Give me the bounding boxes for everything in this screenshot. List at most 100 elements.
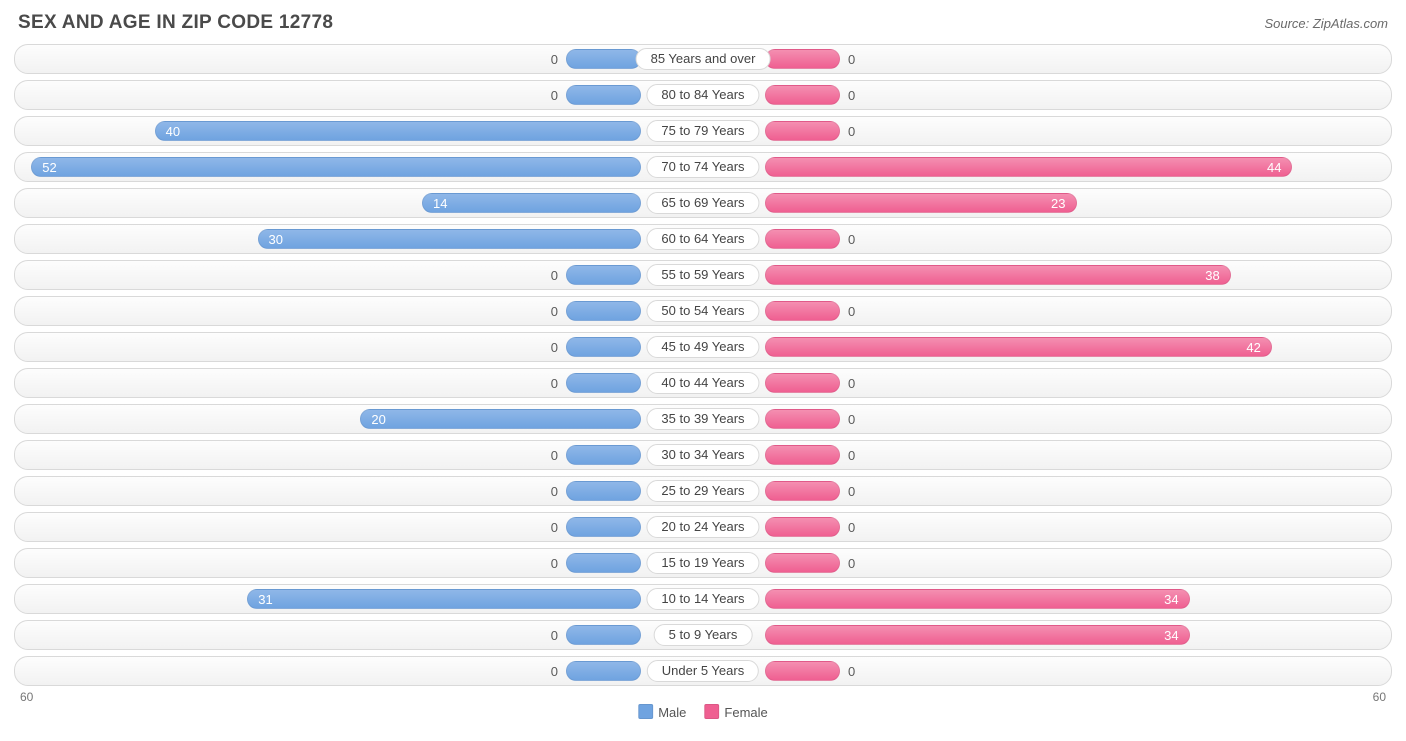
female-bar (765, 481, 840, 501)
male-half: 20 (15, 405, 703, 433)
female-bar (765, 373, 840, 393)
female-value: 0 (840, 448, 863, 463)
population-pyramid: 0085 Years and over0080 to 84 Years40075… (14, 44, 1392, 686)
female-swatch (704, 704, 719, 719)
male-bar: 52 (31, 157, 641, 177)
male-value: 31 (258, 592, 272, 607)
female-bar (765, 121, 840, 141)
female-half: 0 (703, 225, 1391, 253)
female-half: 42 (703, 333, 1391, 361)
male-value: 0 (543, 520, 566, 535)
chart-title: SEX AND AGE IN ZIP CODE 12778 (18, 12, 333, 34)
chart-header: SEX AND AGE IN ZIP CODE 12778 Source: Zi… (14, 12, 1392, 44)
female-value: 0 (840, 232, 863, 247)
female-value: 0 (840, 52, 863, 67)
male-half: 40 (15, 117, 703, 145)
male-bar: 14 (422, 193, 641, 213)
male-value: 0 (543, 376, 566, 391)
age-row: 30 0 60 to 64 Years (14, 224, 1392, 254)
age-group-label: 85 Years and over (636, 48, 771, 70)
female-half: 0 (703, 441, 1391, 469)
male-half: 0 (15, 297, 703, 325)
female-half: 44 (703, 153, 1391, 181)
age-group-label: 30 to 34 Years (646, 444, 759, 466)
male-half: 52 (15, 153, 703, 181)
male-bar (566, 301, 641, 321)
male-value: 0 (543, 268, 566, 283)
age-group-label: 20 to 24 Years (646, 516, 759, 538)
male-half: 0 (15, 369, 703, 397)
male-bar (566, 337, 641, 357)
female-bar: 34 (765, 589, 1190, 609)
age-group-label: 55 to 59 Years (646, 264, 759, 286)
female-bar (765, 661, 840, 681)
age-row: 0345 to 9 Years (14, 620, 1392, 650)
age-group-label: 40 to 44 Years (646, 372, 759, 394)
male-bar: 30 (258, 229, 642, 249)
female-bar: 44 (765, 157, 1292, 177)
axis-right-max: 60 (1373, 690, 1386, 704)
female-bar (765, 517, 840, 537)
legend-female-label: Female (724, 705, 767, 720)
chart-footer: 60 60 Male Female (14, 690, 1392, 710)
age-row: 0040 to 44 Years (14, 368, 1392, 398)
age-row: 0085 Years and over (14, 44, 1392, 74)
axis-labels: 60 60 (14, 690, 1392, 704)
female-half: 0 (703, 45, 1391, 73)
male-value: 0 (543, 628, 566, 643)
age-group-label: 10 to 14 Years (646, 588, 759, 610)
male-swatch (638, 704, 653, 719)
female-half: 38 (703, 261, 1391, 289)
age-row: 142365 to 69 Years (14, 188, 1392, 218)
male-value: 0 (543, 340, 566, 355)
male-bar (566, 553, 641, 573)
female-bar (765, 85, 840, 105)
age-group-label: 45 to 49 Years (646, 336, 759, 358)
male-bar (566, 445, 641, 465)
age-group-label: 25 to 29 Years (646, 480, 759, 502)
age-group-label: 80 to 84 Years (646, 84, 759, 106)
male-value: 14 (433, 196, 447, 211)
male-half: 30 (15, 225, 703, 253)
female-value: 0 (840, 412, 863, 427)
legend: Male Female (638, 704, 768, 720)
male-half: 0 (15, 477, 703, 505)
female-bar (765, 301, 840, 321)
female-value: 0 (840, 556, 863, 571)
age-group-label: 60 to 64 Years (646, 228, 759, 250)
female-half: 0 (703, 549, 1391, 577)
male-value: 0 (543, 448, 566, 463)
female-half: 34 (703, 621, 1391, 649)
male-half: 0 (15, 261, 703, 289)
legend-female: Female (704, 704, 767, 720)
female-bar: 23 (765, 193, 1077, 213)
male-half: 31 (15, 585, 703, 613)
male-value: 40 (166, 124, 180, 139)
age-row: 0 0 30 to 34 Years (14, 440, 1392, 470)
age-group-label: 70 to 74 Years (646, 156, 759, 178)
female-value: 0 (840, 124, 863, 139)
age-row: 40075 to 79 Years (14, 116, 1392, 146)
male-bar: 40 (155, 121, 641, 141)
female-half: 34 (703, 585, 1391, 613)
male-half: 0 (15, 333, 703, 361)
female-half: 0 (703, 297, 1391, 325)
female-value: 42 (1246, 340, 1260, 355)
female-bar: 42 (765, 337, 1272, 357)
male-bar (566, 517, 641, 537)
male-half: 0 (15, 45, 703, 73)
age-row: 0080 to 84 Years (14, 80, 1392, 110)
age-group-label: Under 5 Years (647, 660, 759, 682)
male-half: 0 (15, 513, 703, 541)
male-bar (566, 265, 641, 285)
male-bar (566, 49, 641, 69)
male-value: 0 (543, 664, 566, 679)
female-half: 0 (703, 513, 1391, 541)
male-bar (566, 85, 641, 105)
age-row: 20035 to 39 Years (14, 404, 1392, 434)
female-value: 0 (840, 88, 863, 103)
female-half: 0 (703, 369, 1391, 397)
male-bar (566, 373, 641, 393)
age-row: 0015 to 19 Years (14, 548, 1392, 578)
female-value: 34 (1164, 628, 1178, 643)
